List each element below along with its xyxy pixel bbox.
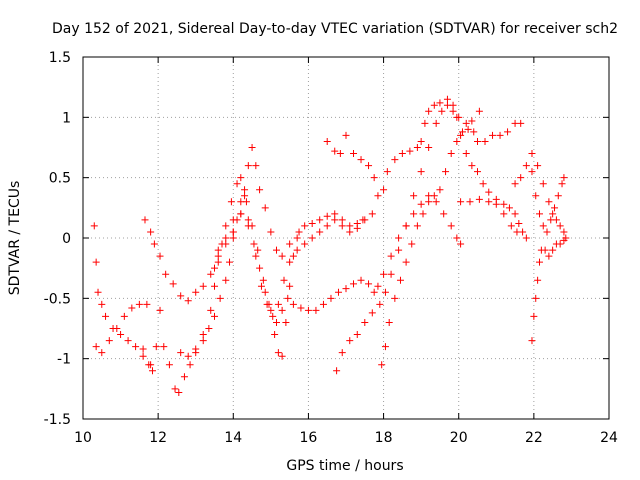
- grid-lines: [83, 57, 609, 419]
- y-tick-label: -0.5: [44, 291, 71, 307]
- data-point-markers: [141, 216, 237, 305]
- data-point-markers: [139, 144, 301, 396]
- y-tick-label: 1: [62, 110, 71, 126]
- x-tick-label: 14: [224, 430, 242, 446]
- data-point-markers: [457, 195, 521, 236]
- y-tick-label: 1.5: [49, 50, 71, 66]
- data-point-markers: [528, 236, 568, 345]
- series-track-2: [92, 300, 151, 357]
- series-track-12: [511, 150, 570, 242]
- series-track-13: [528, 168, 568, 236]
- series-track-4: [139, 144, 301, 396]
- x-tick-label: 18: [375, 430, 393, 446]
- data-point-markers: [211, 198, 376, 360]
- series-track-3: [141, 216, 237, 305]
- axes: 10 12 14 16 18 20 22 24 -1.5 -1 -0.5 0 0.5 1 1.5: [44, 50, 618, 446]
- x-axis-label: GPS time / hours: [286, 458, 403, 474]
- data-point-markers: [229, 210, 367, 320]
- x-tick-label: 22: [525, 430, 543, 446]
- series-track-5: [177, 174, 465, 360]
- x-tick-label: 16: [300, 430, 318, 446]
- data-points: [90, 95, 570, 396]
- data-point-markers: [323, 95, 530, 242]
- y-axis-label: SDTVAR / TECUs: [7, 181, 23, 296]
- y-tick-label: 0.5: [49, 171, 71, 187]
- y-tick-label: -1: [57, 352, 71, 368]
- x-tick-label: 24: [600, 430, 618, 446]
- data-point-markers: [378, 119, 525, 369]
- data-point-markers: [528, 168, 568, 236]
- data-point-markers: [511, 150, 570, 242]
- series-track-7: [229, 210, 367, 320]
- series-track-10: [378, 119, 525, 369]
- series-track-14: [528, 236, 568, 345]
- series-track-9: [333, 101, 483, 375]
- x-tick-label: 20: [450, 430, 468, 446]
- chart-title: Day 152 of 2021, Sidereal Day-to-day VTE…: [52, 21, 618, 37]
- x-tick-label: 10: [74, 430, 92, 446]
- y-tick-label: 0: [62, 231, 71, 247]
- y-tick-label: -1.5: [44, 412, 71, 428]
- series-track-11: [457, 195, 521, 236]
- data-point-markers: [177, 174, 465, 360]
- plot-frame: [82, 56, 610, 420]
- x-tick-label: 12: [149, 430, 167, 446]
- series-track-8: [323, 95, 530, 242]
- series-track-6: [211, 198, 376, 360]
- data-point-markers: [333, 101, 483, 375]
- data-point-markers: [92, 300, 151, 357]
